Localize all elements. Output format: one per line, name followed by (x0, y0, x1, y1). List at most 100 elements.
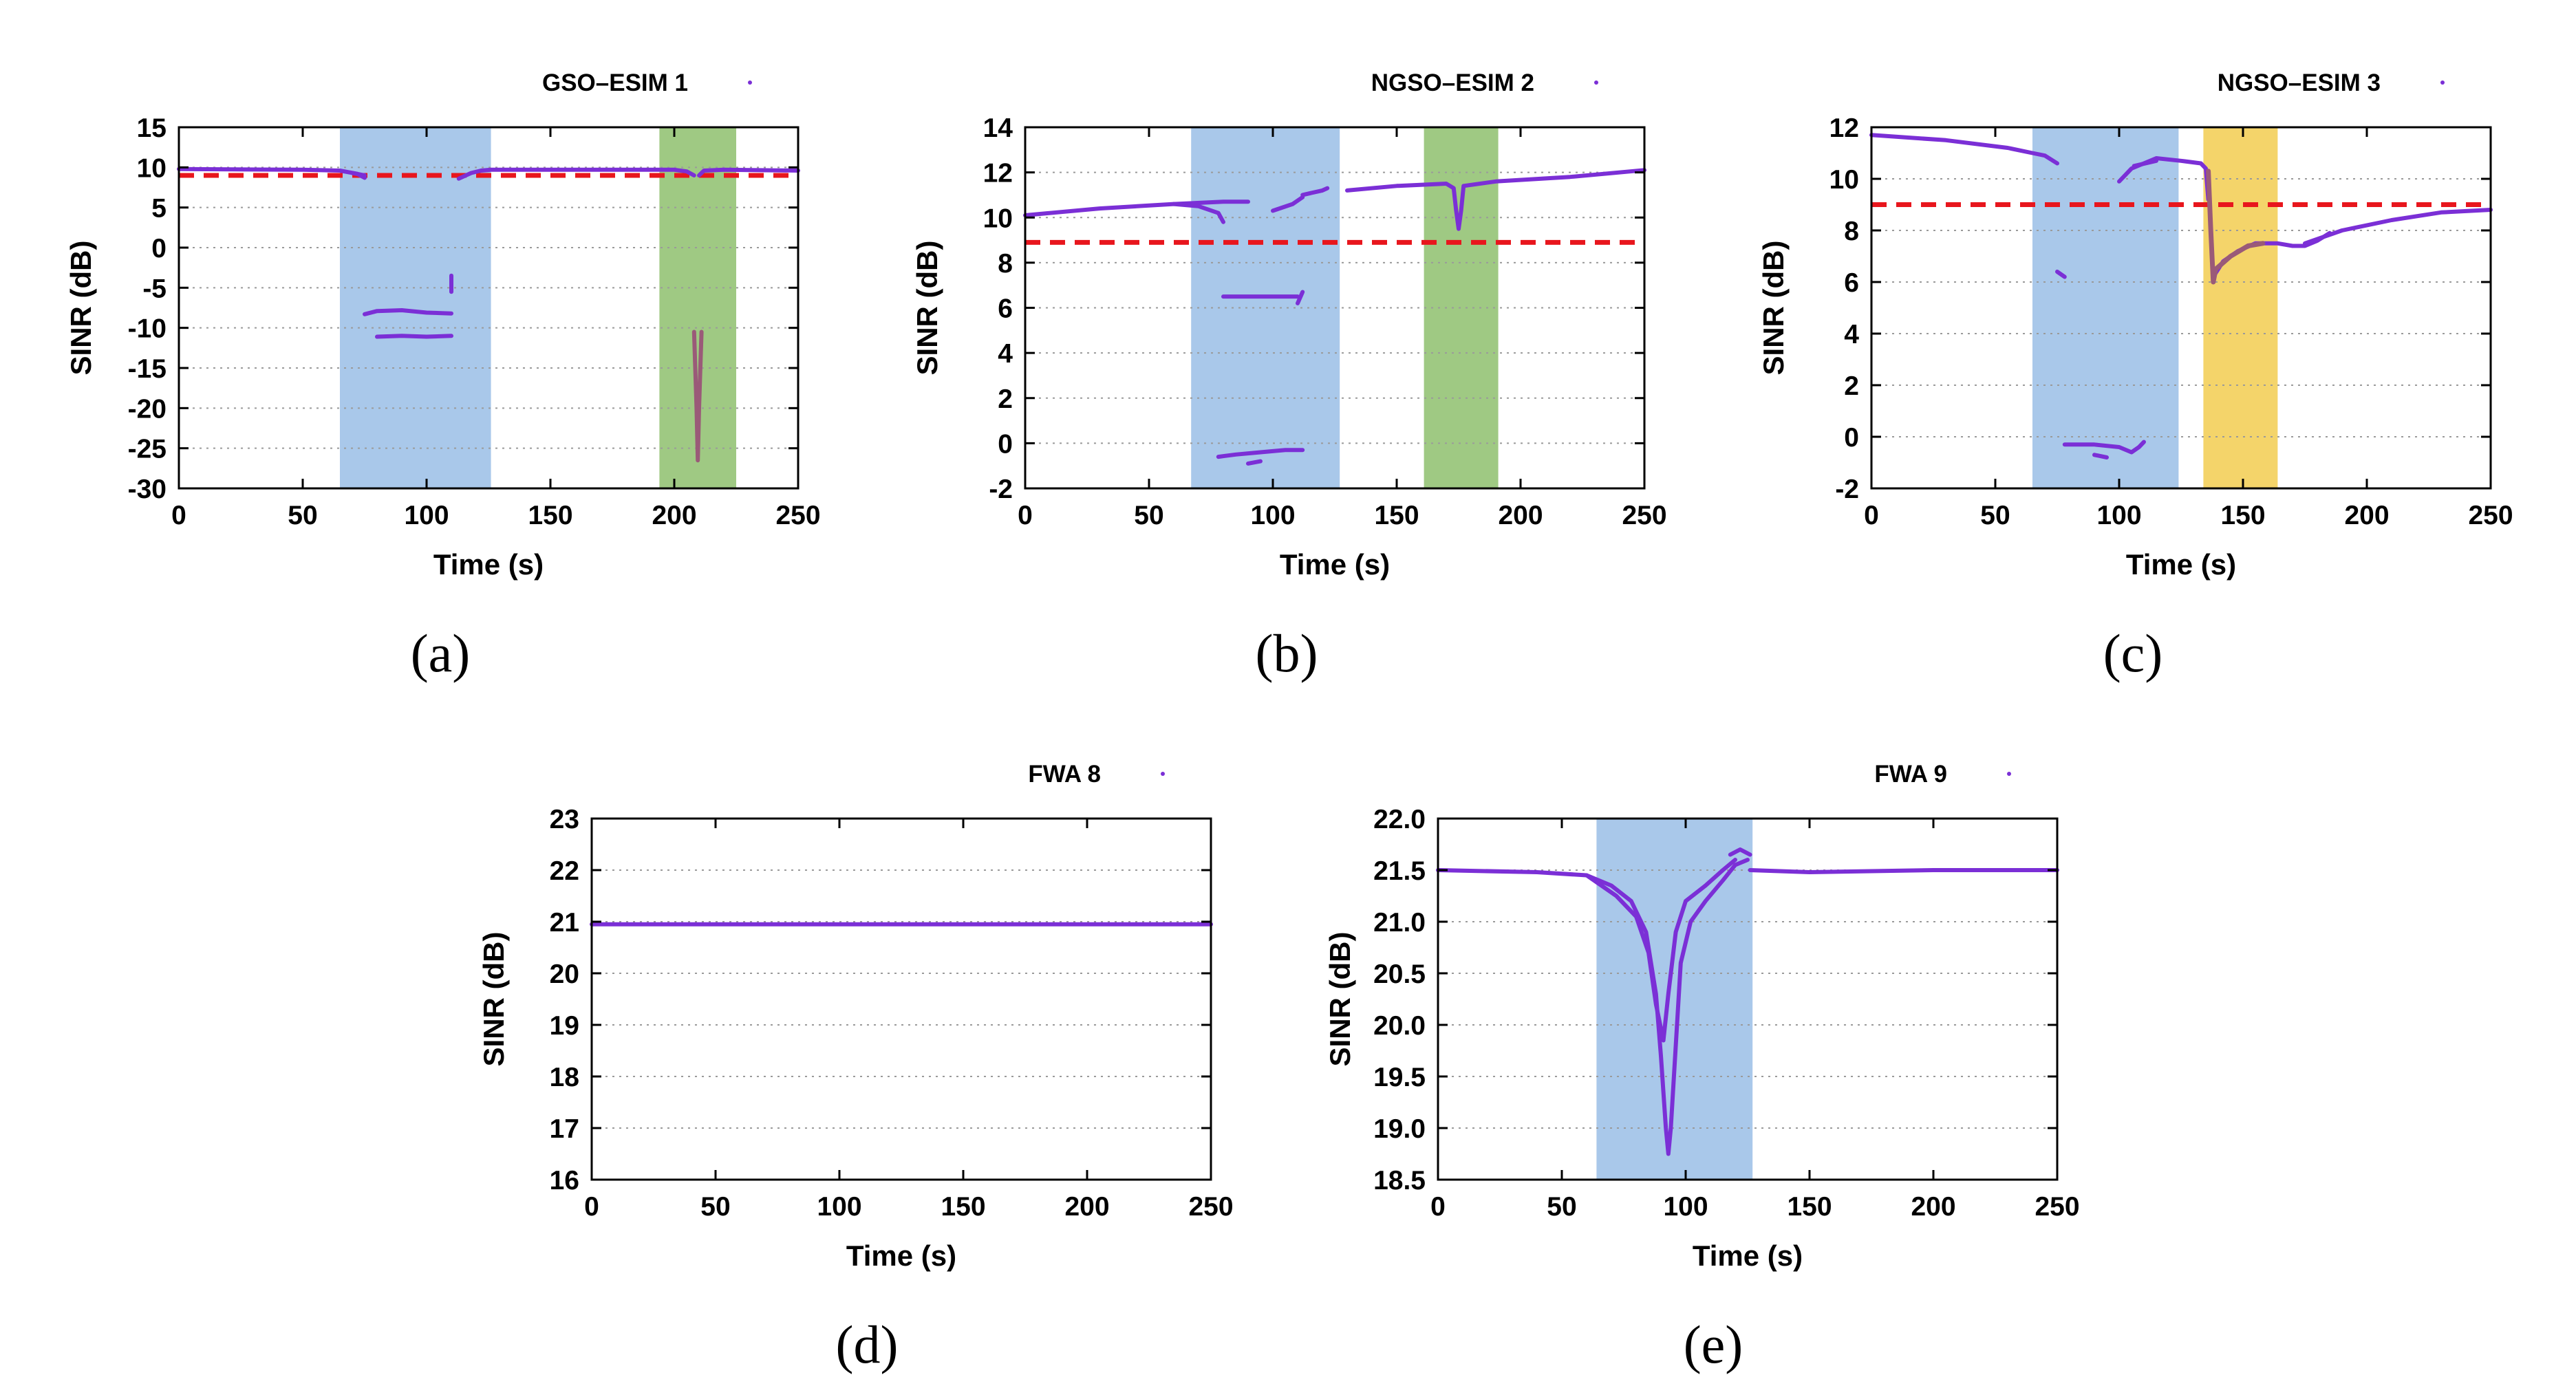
y-tick-label-1: 19.0 (1373, 1114, 1426, 1144)
y-tick-label-7: 12 (1829, 113, 1859, 143)
x-tick-label-3: 150 (1374, 501, 1419, 530)
region-green-1 (1424, 127, 1499, 488)
series-low (1216, 448, 1305, 459)
x-tick-label-1: 50 (700, 1192, 730, 1222)
chart-d: 16 17 18 19 20 21 22 23 0 50 100 150 200 250 Time (s) S… (477, 761, 1234, 1272)
series-mid (2055, 270, 2067, 279)
y-tick-label-8: 10 (137, 153, 167, 183)
series-low-1 (363, 308, 453, 316)
series-main-3 (697, 167, 800, 177)
y-tick-label-4: 20.5 (1373, 960, 1426, 989)
x-tick-label-5: 250 (775, 501, 820, 530)
caption-e: (e) (1683, 1314, 1743, 1374)
x-tick-label-5: 250 (2468, 501, 2513, 530)
y-tick-label-6: 0 (151, 234, 167, 263)
y-tick-label-3: -15 (128, 354, 167, 384)
y-tick-label-7: 5 (151, 194, 167, 224)
y-tick-label-6: 21.5 (1373, 856, 1426, 886)
x-tick-label-5: 250 (2035, 1192, 2079, 1222)
series-recovery-2 (2303, 208, 2493, 246)
legend-label: FWA 8 (1028, 761, 1101, 788)
y-tick-label-3: 4 (998, 339, 1013, 369)
y-axis-label: SINR (dB) (1757, 241, 1790, 376)
x-tick-label-3: 150 (2220, 501, 2265, 530)
x-tick-label-1: 50 (1547, 1192, 1576, 1222)
series-low (2062, 440, 2146, 455)
caption-a: (a) (410, 623, 471, 683)
x-tick-label-4: 200 (1911, 1192, 1955, 1222)
y-tick-label-5: 21 (550, 908, 579, 938)
x-tick-label-1: 50 (1980, 501, 2010, 530)
y-tick-label-3: 20.0 (1373, 1011, 1426, 1041)
region-blue-0 (2032, 127, 2179, 488)
y-tick-label-2: 19.5 (1373, 1063, 1426, 1092)
chart-e: 18.5 19.0 19.5 20.0 20.5 21.0 21.5 22.0 0 50 100 15… (1324, 761, 2080, 1272)
series-deep-dip (691, 329, 704, 463)
x-tick-label-0: 0 (584, 1192, 599, 1222)
x-axis-label: Time (s) (2126, 548, 2236, 581)
series-main-2 (1345, 168, 1646, 231)
plot-frame (1437, 817, 2059, 1181)
legend-label: FWA 9 (1874, 761, 1947, 788)
caption-d: (d) (835, 1314, 899, 1374)
y-tick-label-8: 14 (983, 113, 1013, 143)
x-tick-label-0: 0 (1430, 1192, 1446, 1222)
chart-panel-e: 18.5 19.0 19.5 20.0 20.5 21.0 21.5 22.0 0 50 100 15… (1300, 746, 2116, 1290)
chart-panel-b: -2 0 2 4 6 8 10 12 14 0 50 100 150 200 250 Time (s) SINR… (888, 55, 1703, 598)
x-axis-label: Time (s) (1280, 548, 1390, 581)
x-tick-label-1: 50 (288, 501, 317, 530)
y-tick-label-4: 6 (1844, 268, 1859, 298)
x-tick-label-2: 100 (1250, 501, 1295, 530)
x-tick-label-3: 150 (941, 1192, 985, 1222)
x-tick-label-3: 150 (528, 501, 572, 530)
chart-panel-d: 16 17 18 19 20 21 22 23 0 50 100 150 200 250 Time (s) S… (454, 746, 1269, 1290)
y-tick-label-0: 18.5 (1373, 1166, 1426, 1195)
legend-label: NGSO–ESIM 3 (2218, 69, 2381, 96)
x-tick-label-2: 100 (1663, 1192, 1708, 1222)
series-outlier-drop (2206, 169, 2266, 285)
y-tick-label-1: 0 (998, 429, 1013, 459)
y-tick-label-2: 2 (998, 385, 1013, 414)
x-tick-label-3: 150 (1787, 1192, 1832, 1222)
series-main-2 (456, 167, 696, 181)
legend-marker (1161, 772, 1165, 776)
x-tick-label-0: 0 (171, 501, 186, 530)
y-tick-label-2: -20 (128, 394, 167, 424)
legend-marker (2440, 80, 2445, 85)
y-axis-label: SINR (dB) (911, 241, 943, 376)
y-tick-label-1: 17 (550, 1114, 579, 1144)
region-blue-0 (1191, 127, 1340, 488)
x-tick-label-0: 0 (1864, 501, 1879, 530)
y-tick-label-2: 18 (550, 1063, 579, 1092)
x-tick-label-4: 200 (2344, 501, 2389, 530)
y-tick-label-0: -30 (128, 475, 167, 504)
chart-panel-c: -2 0 2 4 6 8 10 12 0 50 100 150 200 250 Time (s) SINR (… (1734, 55, 2549, 598)
plot-frame (178, 126, 799, 490)
x-tick-label-4: 200 (1498, 501, 1543, 530)
legend-label: NGSO–ESIM 2 (1371, 69, 1534, 96)
y-tick-label-3: 4 (1844, 320, 1859, 349)
y-tick-label-6: 10 (1829, 165, 1859, 195)
y-axis-label: SINR (dB) (477, 932, 510, 1067)
x-tick-label-2: 100 (817, 1192, 861, 1222)
y-tick-label-2: 2 (1844, 371, 1859, 401)
series-rise-1 (1271, 195, 1305, 213)
y-tick-label-5: 8 (1844, 217, 1859, 246)
plot-frame (1870, 126, 2492, 490)
series-main-left (1436, 858, 1750, 1156)
caption-c: (c) (2103, 623, 2163, 683)
y-tick-label-6: 10 (983, 204, 1013, 233)
y-tick-label-3: 19 (550, 1011, 579, 1041)
y-tick-label-1: 0 (1844, 423, 1859, 453)
x-tick-label-2: 100 (404, 501, 449, 530)
chart-panel-a: -30 -25 -20 -15 -10 -5 0 5 10 15 0 50 100 150 200 250 Ti… (41, 55, 857, 598)
y-tick-label-7: 23 (550, 805, 579, 834)
region-blue-0 (340, 127, 491, 488)
caption-b: (b) (1255, 623, 1318, 683)
x-tick-label-4: 200 (652, 501, 696, 530)
x-tick-label-4: 200 (1064, 1192, 1109, 1222)
series-low-2 (2092, 453, 2109, 459)
